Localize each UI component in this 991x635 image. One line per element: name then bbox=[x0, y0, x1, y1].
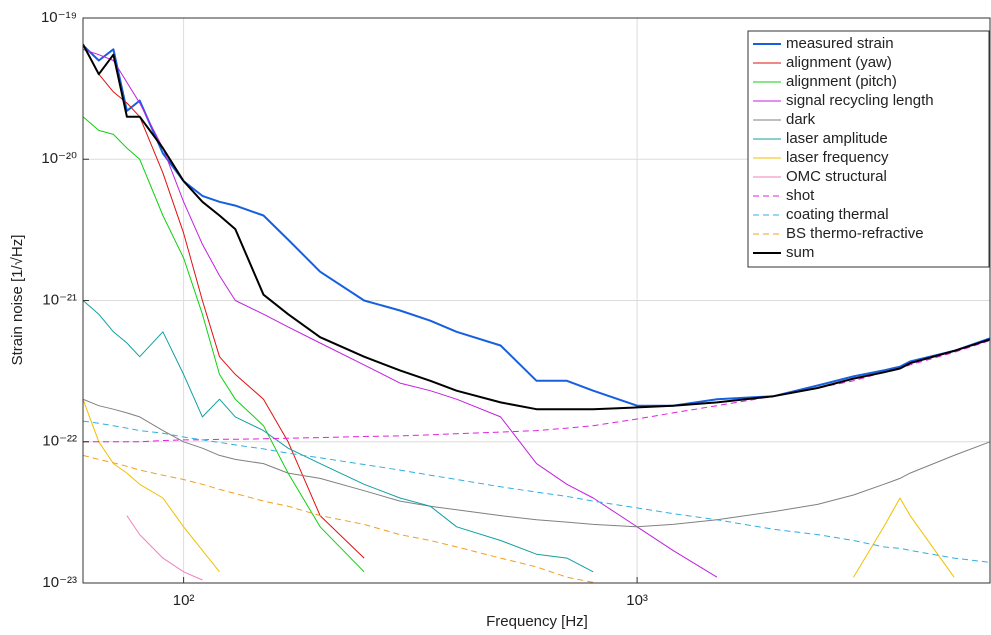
y-tick-label: 10⁻²¹ bbox=[42, 291, 77, 308]
y-tick-label: 10⁻²² bbox=[42, 433, 77, 450]
series-line bbox=[83, 399, 220, 573]
series-line bbox=[83, 43, 991, 411]
series-line bbox=[83, 44, 365, 559]
legend-label: laser frequency bbox=[786, 149, 889, 166]
series-line bbox=[83, 420, 991, 563]
series-line bbox=[853, 497, 955, 578]
series-line bbox=[83, 454, 594, 583]
legend-label: alignment (yaw) bbox=[786, 54, 892, 71]
legend-label: sum bbox=[786, 244, 814, 261]
legend: measured strain alignment (yaw) alignment … bbox=[747, 30, 990, 268]
series-line bbox=[83, 116, 365, 573]
legend-label: dark bbox=[786, 111, 816, 128]
series-line bbox=[126, 515, 203, 581]
legend-box bbox=[747, 30, 990, 268]
legend-label: BS thermo-refractive bbox=[786, 225, 924, 242]
series-line bbox=[83, 300, 594, 573]
series-line bbox=[83, 340, 991, 443]
series-line bbox=[83, 398, 991, 528]
legend-label: alignment (pitch) bbox=[786, 73, 897, 90]
series-lines bbox=[83, 43, 991, 583]
legend-label: coating thermal bbox=[786, 206, 889, 223]
y-tick-label: 10⁻²³ bbox=[42, 574, 77, 591]
legend-label: measured strain bbox=[786, 35, 894, 52]
legend-label: laser amplitude bbox=[786, 130, 888, 147]
x-axis-label: Frequency [Hz] bbox=[486, 613, 588, 630]
x-tick-label: 10² bbox=[173, 592, 195, 609]
y-tick-label: 10⁻²⁰ bbox=[41, 150, 77, 167]
legend-label: shot bbox=[786, 187, 815, 204]
series-line bbox=[83, 48, 718, 578]
x-tick-label: 10³ bbox=[626, 592, 648, 609]
axes: 10⁻²³ 10⁻²² 10⁻²¹ 10⁻²⁰ 10⁻¹⁹ 10² 10³ bbox=[41, 9, 648, 609]
legend-label: signal recycling length bbox=[786, 92, 934, 109]
legend-label: OMC structural bbox=[786, 168, 887, 185]
y-tick-label: 10⁻¹⁹ bbox=[41, 9, 77, 26]
y-axis-label: Strain noise [1/√Hz] bbox=[9, 235, 26, 366]
